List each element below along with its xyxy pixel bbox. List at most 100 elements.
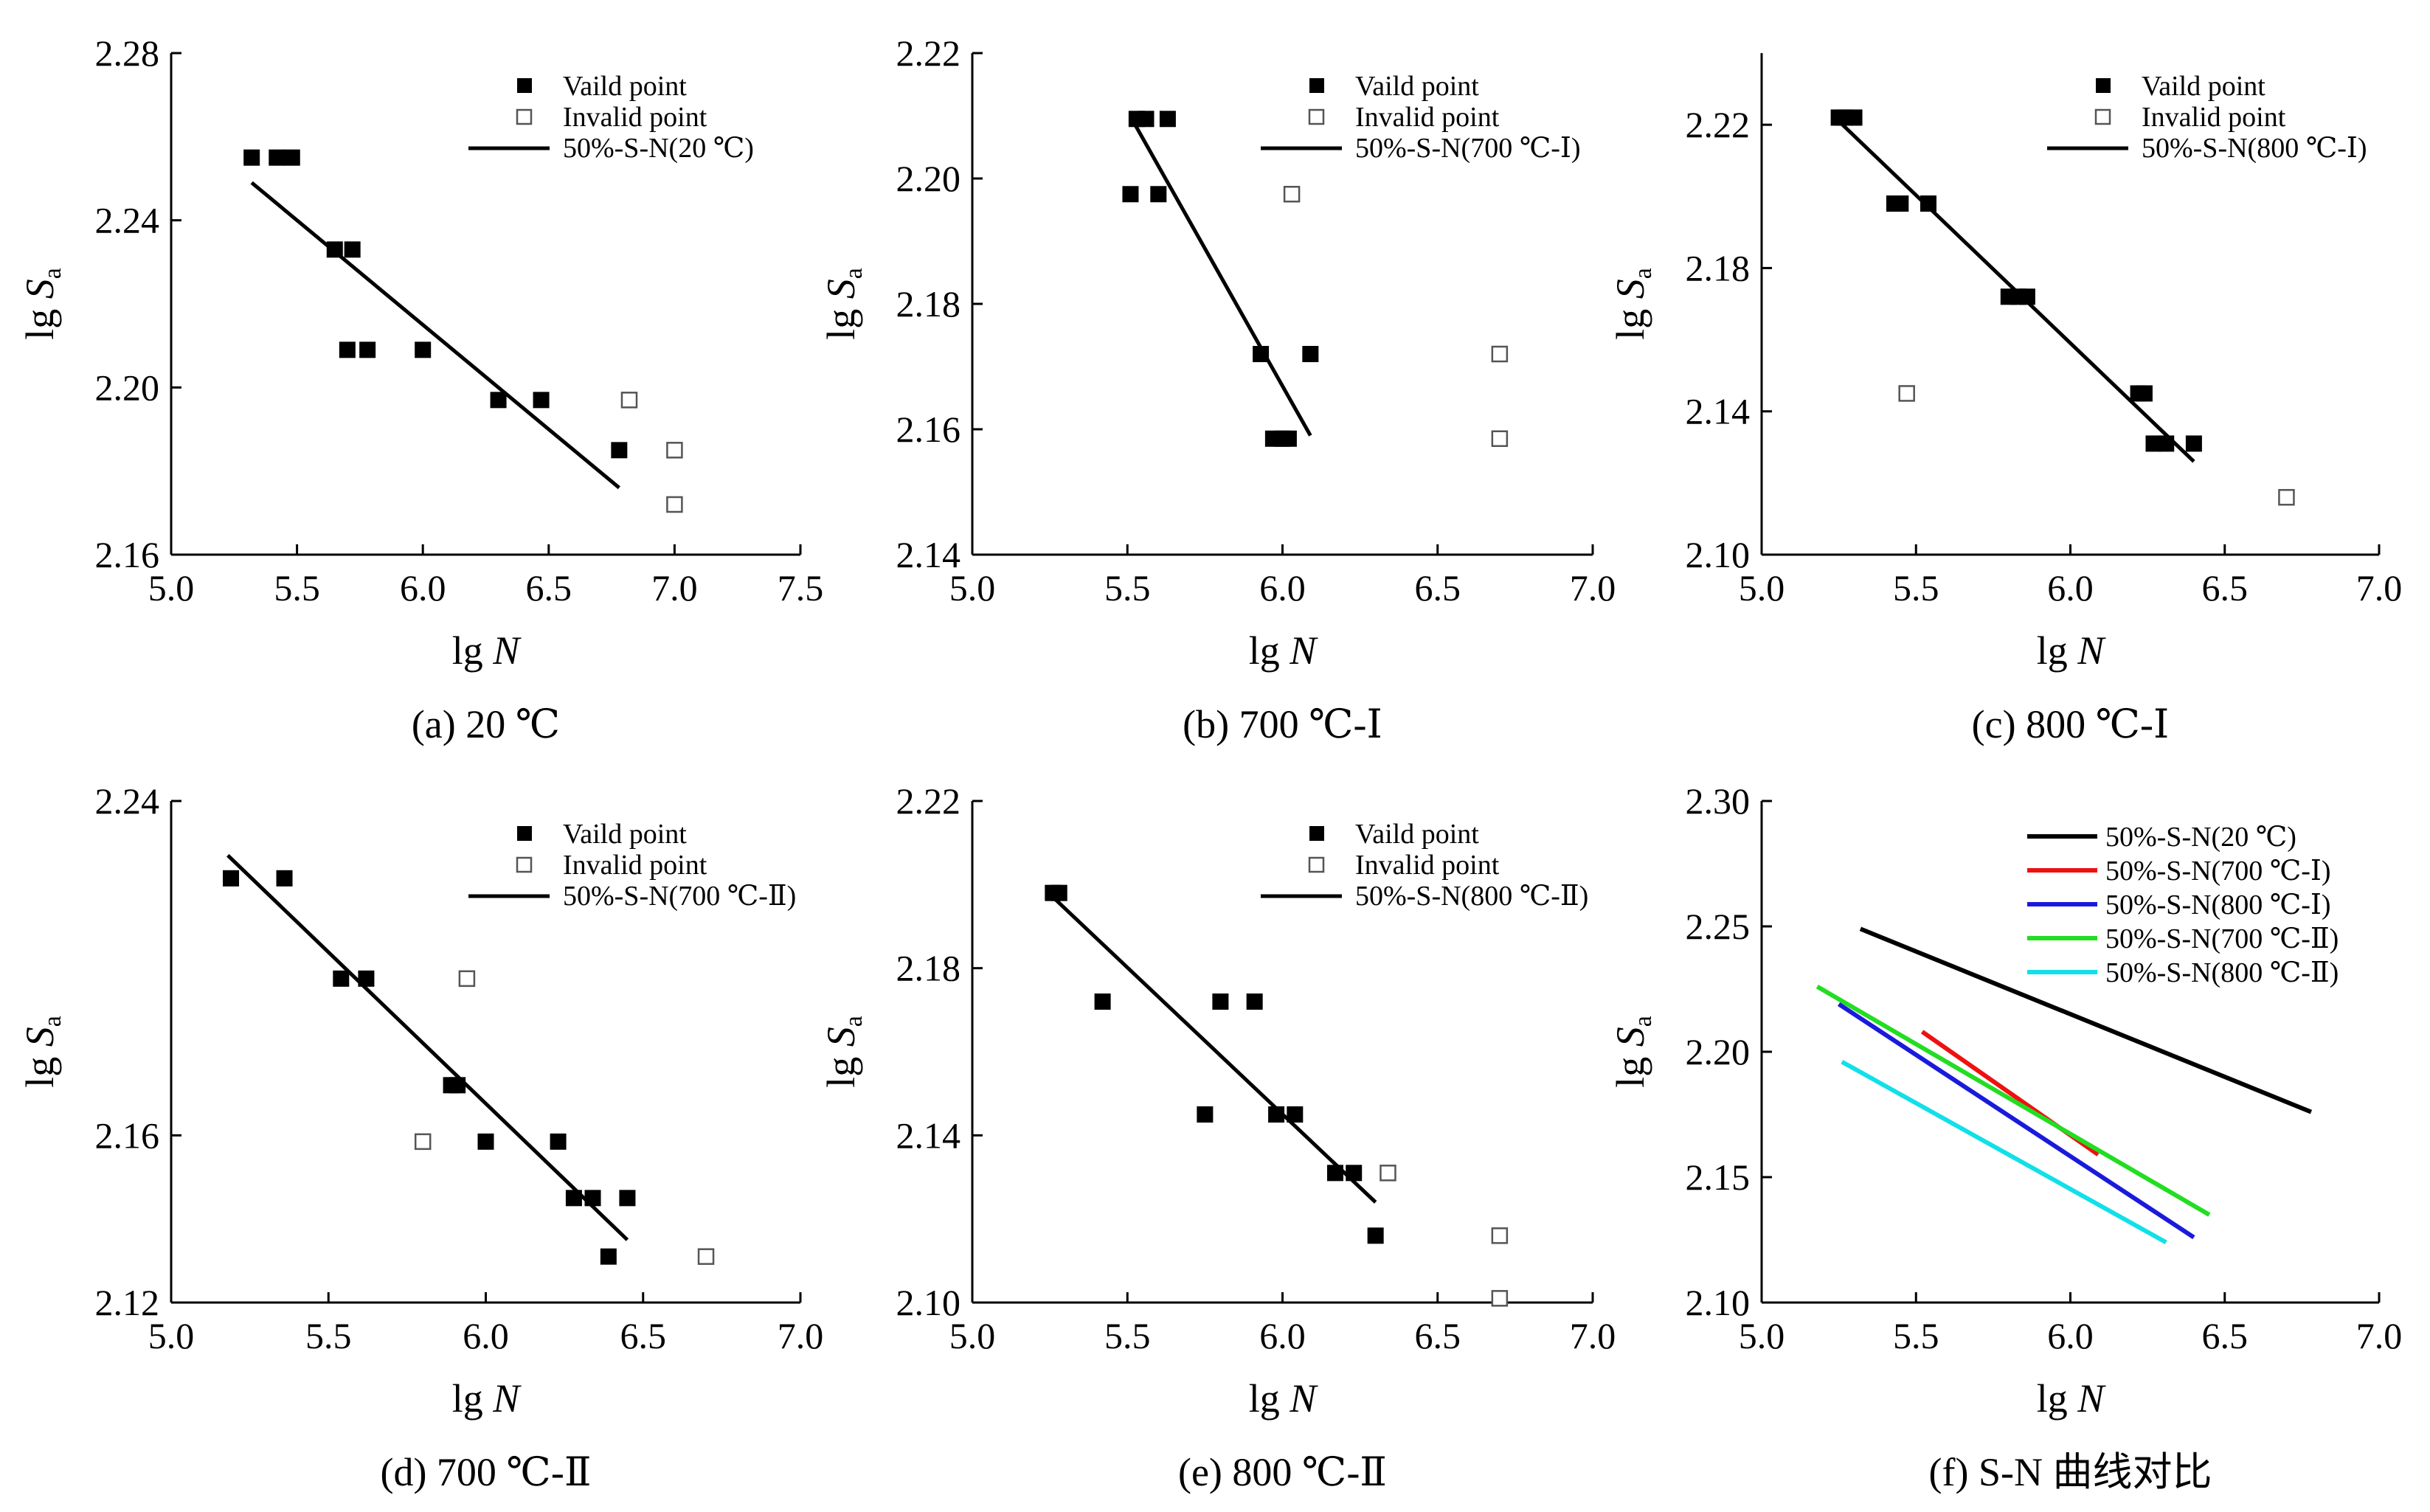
legend-valid-label: Vaild point xyxy=(563,71,687,102)
x-axis-label: lg N xyxy=(1249,1376,1319,1421)
x-tick-label: 5.5 xyxy=(305,1315,352,1356)
valid-point xyxy=(1346,1165,1363,1182)
valid-point xyxy=(533,392,550,409)
invalid-point xyxy=(1491,1227,1509,1244)
valid-point xyxy=(1197,1106,1214,1123)
y-axis-label: lg Sa xyxy=(1608,268,1657,340)
legend-invalid-label: Invalid point xyxy=(1355,850,1500,881)
chart-panel-4: 5.0 5.5 6.0 6.5 7.0 2.12 2.16 2.24 lg N lg Sa (d) … xyxy=(18,780,823,1494)
invalid-point xyxy=(666,496,683,513)
legend-fit-label: 50%-S-N(800 ℃-Ⅱ) xyxy=(1355,881,1588,912)
x-axis-label: lg N xyxy=(452,1376,522,1421)
invalid-point xyxy=(1491,430,1509,447)
valid-point xyxy=(339,341,356,358)
valid-point xyxy=(1846,109,1863,126)
fit-line xyxy=(1132,121,1312,437)
fit-line xyxy=(226,853,629,1241)
x-tick-label: 6.5 xyxy=(620,1315,667,1356)
legend-invalid-label: Invalid point xyxy=(2142,102,2286,133)
x-tick-label: 6.0 xyxy=(2047,1315,2094,1356)
legend-invalid-marker xyxy=(1308,856,1325,873)
invalid-point xyxy=(1380,1165,1396,1182)
valid-point xyxy=(1122,186,1139,203)
x-tick-label: 7.5 xyxy=(778,567,824,608)
series-line xyxy=(1841,1059,2167,1245)
y-tick-label: 2.20 xyxy=(1686,1031,1751,1072)
valid-point xyxy=(1302,346,1319,362)
valid-point xyxy=(584,1190,601,1207)
legend-valid-marker xyxy=(517,78,532,93)
x-tick-label: 7.0 xyxy=(778,1315,824,1356)
y-tick-label: 2.20 xyxy=(95,367,160,408)
valid-point xyxy=(276,870,293,887)
legend-fit-label: 50%-S-N(700 ℃-Ⅱ) xyxy=(563,881,796,912)
y-tick-label: 2.16 xyxy=(95,1114,160,1156)
y-tick-label: 2.10 xyxy=(1686,534,1751,575)
y-tick-label: 2.18 xyxy=(896,283,961,325)
series-line xyxy=(1837,1002,2195,1240)
valid-point xyxy=(1253,346,1270,362)
panel-caption: (d) 700 ℃-Ⅱ xyxy=(380,1450,591,1494)
x-tick-label: 5.0 xyxy=(1739,567,1785,608)
valid-point xyxy=(359,341,376,358)
x-tick-label: 6.5 xyxy=(2202,1315,2249,1356)
invalid-point xyxy=(1491,1290,1509,1307)
panel-caption: (e) 800 ℃-Ⅱ xyxy=(1178,1450,1387,1494)
legend-series-label: 50%-S-N(800 ℃-Ⅱ) xyxy=(2105,957,2339,988)
valid-point xyxy=(1094,993,1111,1010)
valid-point xyxy=(1920,195,1936,212)
legend-valid-marker xyxy=(1309,78,1324,93)
legend-valid-label: Vaild point xyxy=(1355,819,1479,850)
x-tick-label: 5.0 xyxy=(1739,1315,1785,1356)
valid-point xyxy=(1050,884,1067,901)
y-tick-label: 2.18 xyxy=(1686,247,1751,288)
y-tick-label: 2.10 xyxy=(896,1282,961,1323)
valid-point xyxy=(283,149,300,166)
series-line xyxy=(1815,985,2211,1217)
panel-caption: (c) 800 ℃-Ⅰ xyxy=(1972,702,2170,746)
panel-caption: (a) 20 ℃ xyxy=(412,702,560,746)
legend-invalid-label: Invalid point xyxy=(563,102,707,133)
x-tick-label: 6.5 xyxy=(1415,1315,1461,1356)
y-tick-label: 2.20 xyxy=(896,158,961,199)
valid-point xyxy=(333,970,350,987)
x-axis-label: lg N xyxy=(452,628,522,673)
legend-invalid-marker xyxy=(1308,108,1325,125)
valid-point xyxy=(490,392,507,409)
y-tick-label: 2.28 xyxy=(95,32,160,74)
valid-point xyxy=(2018,288,2035,305)
x-axis-label: lg N xyxy=(2037,628,2107,673)
x-tick-label: 6.0 xyxy=(1259,1315,1306,1356)
invalid-point xyxy=(697,1248,715,1265)
valid-point xyxy=(358,970,375,987)
invalid-point xyxy=(1283,186,1301,203)
x-tick-label: 5.5 xyxy=(1893,567,1939,608)
legend-valid-marker xyxy=(517,826,532,841)
legend-invalid-label: Invalid point xyxy=(563,850,707,881)
x-tick-label: 6.0 xyxy=(1259,567,1306,608)
valid-point xyxy=(611,442,628,459)
x-tick-label: 6.0 xyxy=(463,1315,509,1356)
y-tick-label: 2.30 xyxy=(1686,780,1751,822)
valid-point xyxy=(1268,1106,1285,1123)
valid-point xyxy=(2145,435,2162,452)
valid-point xyxy=(1159,111,1176,128)
x-tick-label: 5.0 xyxy=(148,567,195,608)
legend-fit-label: 50%-S-N(700 ℃-Ⅰ) xyxy=(1355,133,1581,164)
x-tick-label: 7.0 xyxy=(1570,567,1616,608)
x-tick-label: 5.5 xyxy=(1104,567,1151,608)
chart-panel-6: 5.0 5.5 6.0 6.5 7.0 2.10 2.15 2.20 2.25 2.30 lg N l… xyxy=(1608,780,2402,1494)
chart-panel-5: 5.0 5.5 6.0 6.5 7.0 2.10 2.14 2.18 2.22 lg N lg Sa… xyxy=(819,780,1616,1494)
valid-point xyxy=(344,241,361,258)
y-tick-label: 2.14 xyxy=(896,534,961,575)
y-tick-label: 2.22 xyxy=(1686,104,1751,145)
y-tick-label: 2.14 xyxy=(1686,391,1751,432)
y-tick-label: 2.25 xyxy=(1686,906,1751,947)
valid-point xyxy=(2136,385,2153,402)
valid-point xyxy=(1246,993,1263,1010)
valid-point xyxy=(1212,993,1229,1010)
y-tick-label: 2.15 xyxy=(1686,1156,1751,1198)
y-tick-label: 2.22 xyxy=(896,780,961,822)
x-tick-label: 6.5 xyxy=(526,567,572,608)
valid-point xyxy=(619,1190,636,1207)
